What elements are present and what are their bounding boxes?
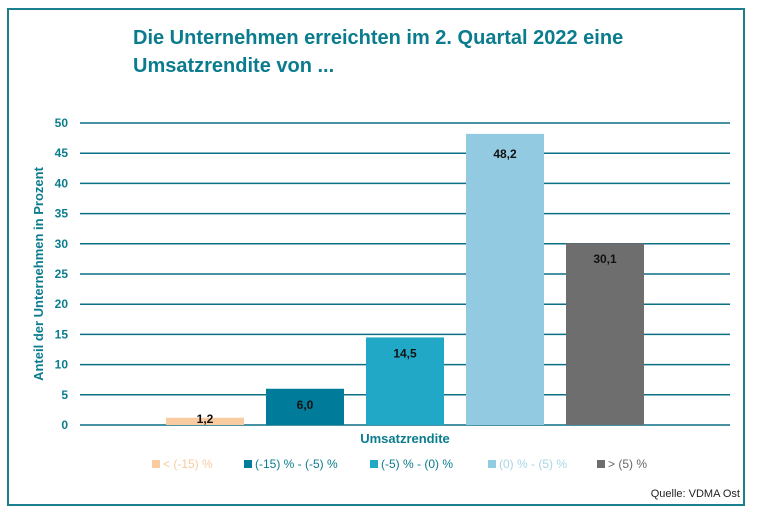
data-label: 6,0 [297, 398, 314, 412]
data-label: 30,1 [593, 252, 617, 266]
legend-swatch [152, 460, 160, 468]
y-tick-label: 40 [55, 176, 69, 190]
legend-label: > (5) % [608, 457, 647, 471]
legend-swatch [244, 460, 252, 468]
bar [266, 388, 344, 425]
bar [566, 243, 644, 425]
y-tick-label: 45 [55, 146, 69, 160]
x-axis-label: Umsatzrendite [360, 431, 450, 446]
chart-title: Die Unternehmen erreichten im 2. Quartal… [133, 27, 624, 77]
y-tick-label: 5 [61, 388, 68, 402]
y-tick-label: 10 [55, 358, 69, 372]
chart-frame [7, 8, 745, 506]
legend-label: (-15) % - (-5) % [255, 457, 338, 471]
y-tick-label: 20 [55, 297, 69, 311]
y-tick-label: 30 [55, 237, 69, 251]
bar [466, 133, 544, 425]
legend-label: < (-15) % [163, 457, 213, 471]
data-label: 1,2 [197, 412, 214, 426]
legend-swatch [488, 460, 496, 468]
bar [166, 417, 244, 425]
y-tick-label: 25 [55, 267, 69, 281]
legend-label: (-5) % - (0) % [381, 457, 453, 471]
y-tick-label: 35 [55, 207, 69, 221]
legend-swatch [370, 460, 378, 468]
legend-label: (0) % - (5) % [499, 457, 567, 471]
y-tick-label: 15 [55, 327, 69, 341]
y-tick-label: 0 [61, 418, 68, 432]
bar [366, 337, 444, 425]
source-note: Quelle: VDMA Ost [650, 488, 740, 500]
legend-swatch [597, 460, 605, 468]
y-axis-label: Anteil der Unternehmen in Prozent [31, 166, 46, 380]
data-label: 48,2 [493, 147, 517, 161]
data-label: 14,5 [393, 346, 417, 360]
y-tick-label: 50 [55, 116, 69, 130]
